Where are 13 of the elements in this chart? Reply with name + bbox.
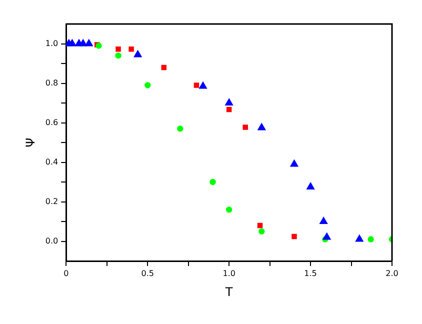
y-tick-label: 0.6 [45, 118, 58, 127]
x-tick-label: 1.5 [304, 268, 317, 278]
y-axis-title: Ψ [23, 138, 38, 148]
x-axis-title: T [224, 284, 234, 299]
y-tick-label: 0.4 [45, 157, 58, 166]
x-tick-label: 2.0 [386, 268, 398, 278]
x-tick-label: 1.0 [222, 268, 236, 278]
x-tick-label: 0.5 [141, 268, 154, 278]
x-tick-label: 0 [64, 268, 69, 278]
y-tick-label: 0.2 [45, 196, 58, 206]
y-tick-label: 1.0 [45, 38, 58, 48]
y-tick-label: 0.8 [45, 78, 58, 88]
y-tick-label: 0.0 [45, 236, 58, 246]
